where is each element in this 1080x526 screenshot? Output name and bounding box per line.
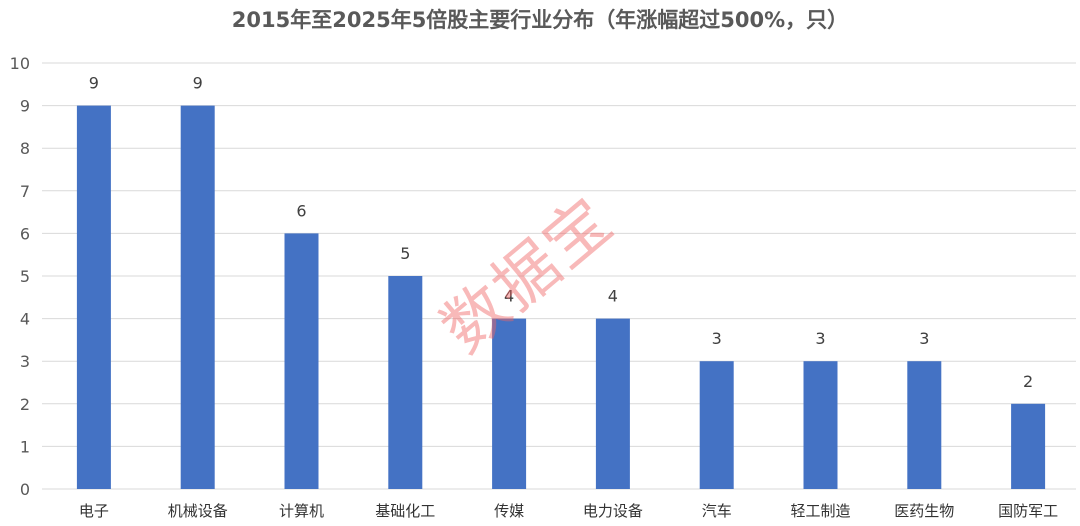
x-tick-label: 国防军工 [998,502,1058,520]
bar [388,276,423,489]
data-label: 3 [815,329,825,348]
x-tick-label: 传媒 [494,502,524,520]
bar [907,361,942,489]
x-tick-label: 计算机 [279,502,324,520]
bar [1011,403,1046,489]
x-tick-label: 机械设备 [168,502,228,520]
y-tick-label: 8 [20,139,30,158]
x-tick-label: 轻工制造 [790,502,850,520]
x-tick-label: 电力设备 [583,502,643,520]
y-tick-label: 9 [20,97,30,116]
x-tick-label: 汽车 [702,502,732,520]
y-tick-label: 10 [10,54,30,73]
data-label: 6 [296,201,306,220]
x-tick-label: 基础化工 [375,502,435,520]
bar [76,105,111,489]
y-tick-label: 5 [20,267,30,286]
chart-title: 2015年至2025年5倍股主要行业分布（年涨幅超过500%，只） [231,8,849,32]
y-tick-label: 6 [20,224,30,243]
y-tick-label: 0 [20,480,30,499]
x-tick-label: 医药生物 [894,502,954,520]
data-label: 4 [504,287,514,306]
y-tick-label: 7 [20,182,30,201]
y-tick-label: 3 [20,352,30,371]
data-label: 2 [1023,372,1033,391]
data-label: 5 [400,244,410,263]
bar [595,318,630,489]
bar [284,233,319,489]
bar [803,361,838,489]
bar [180,105,215,489]
data-label: 3 [919,329,929,348]
data-label: 3 [712,329,722,348]
x-tick-label: 电子 [79,502,109,520]
bar [699,361,734,489]
data-label: 4 [608,287,618,306]
data-label: 9 [193,74,203,93]
data-label: 9 [89,74,99,93]
y-tick-label: 2 [20,395,30,414]
y-tick-label: 1 [20,437,30,456]
y-tick-label: 4 [20,310,30,329]
bar [492,318,527,489]
